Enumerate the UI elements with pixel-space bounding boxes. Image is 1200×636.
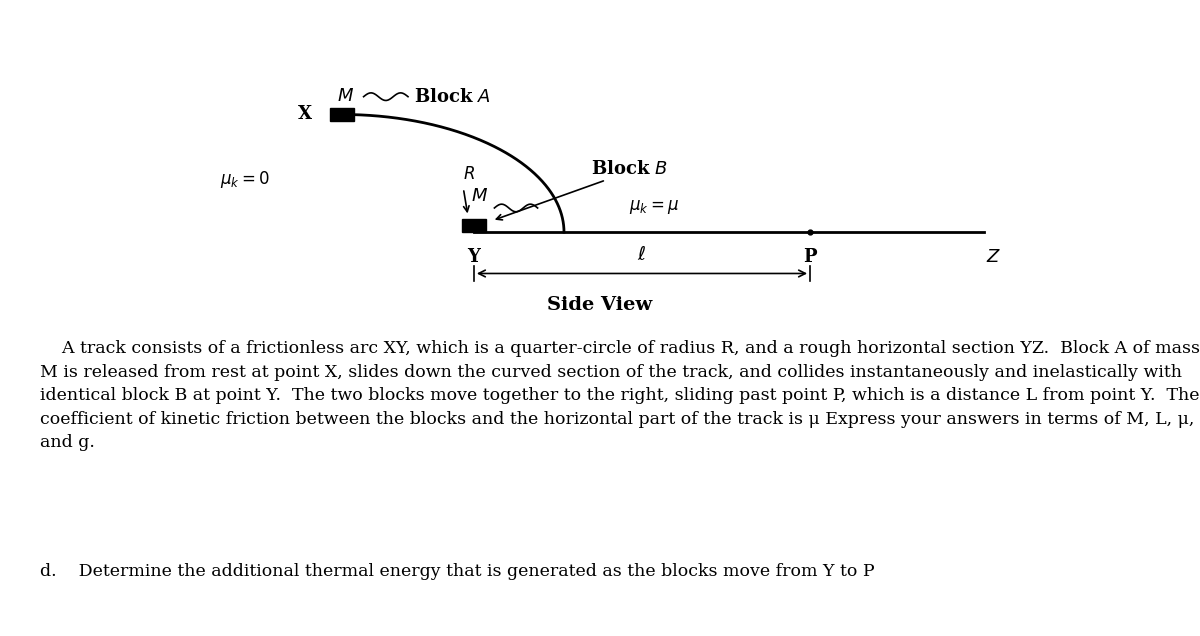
Bar xyxy=(462,219,486,232)
Text: Block $B$: Block $B$ xyxy=(592,160,668,177)
Text: $\mu_k = \mu$: $\mu_k = \mu$ xyxy=(629,198,679,216)
Text: $\mu_k = 0$: $\mu_k = 0$ xyxy=(220,169,270,190)
Text: $\ell$: $\ell$ xyxy=(637,245,647,264)
Text: A track consists of a frictionless arc XY, which is a quarter-circle of radius R: A track consists of a frictionless arc X… xyxy=(40,340,1200,452)
Text: $R$: $R$ xyxy=(463,166,475,183)
Text: X: X xyxy=(298,106,312,123)
Text: $M$: $M$ xyxy=(337,87,354,105)
Text: Block $A$: Block $A$ xyxy=(414,88,491,106)
Text: d.    Determine the additional thermal energy that is generated as the blocks mo: d. Determine the additional thermal ener… xyxy=(40,563,875,580)
Bar xyxy=(330,108,354,121)
Text: Y: Y xyxy=(468,248,480,266)
Text: Side View: Side View xyxy=(547,296,653,314)
Text: P: P xyxy=(803,248,817,266)
Text: $Z$: $Z$ xyxy=(986,248,1001,266)
Text: $M$: $M$ xyxy=(472,188,488,205)
